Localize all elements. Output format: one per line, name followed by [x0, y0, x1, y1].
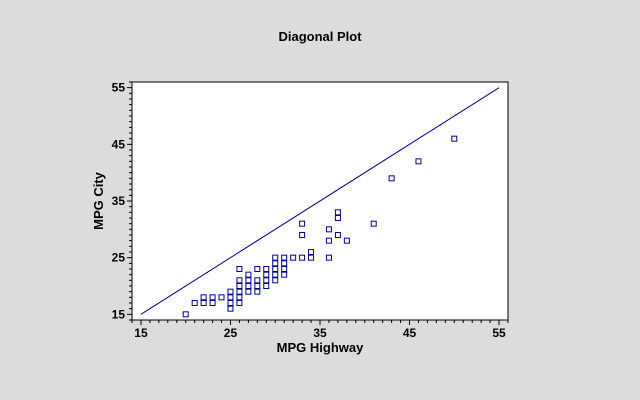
x-tick-label: 35 [313, 326, 327, 340]
y-tick-label: 45 [112, 137, 126, 151]
data-point [236, 288, 243, 295]
x-tick-label: 45 [403, 326, 417, 340]
data-point [227, 294, 234, 301]
data-point [263, 266, 270, 272]
data-point [254, 283, 261, 289]
data-point [263, 277, 270, 284]
data-point [370, 220, 377, 227]
data-point [281, 271, 288, 278]
data-point [415, 158, 422, 165]
data-point [236, 294, 243, 301]
data-points [182, 135, 458, 318]
x-tick-label: 55 [492, 326, 506, 340]
data-point [236, 266, 243, 272]
data-point [308, 254, 315, 261]
data-point [325, 254, 332, 261]
data-point [388, 175, 395, 182]
y-tick-label: 35 [112, 194, 126, 208]
y-axis-label: MPG City [91, 171, 106, 230]
data-point [281, 260, 288, 267]
data-point [245, 271, 252, 278]
data-point [236, 277, 243, 284]
data-point [272, 277, 279, 284]
data-point [281, 266, 288, 272]
y-tick-label: 25 [112, 251, 126, 265]
data-point [272, 266, 279, 272]
data-point [334, 232, 341, 238]
data-point [218, 294, 225, 301]
data-point [299, 232, 306, 238]
x-axis-label: MPG Highway [277, 340, 364, 355]
data-point [343, 237, 350, 244]
data-point [245, 283, 252, 289]
data-point [334, 215, 341, 221]
data-point [254, 277, 261, 284]
data-point [325, 226, 332, 233]
data-point [236, 300, 243, 306]
data-point [245, 288, 252, 295]
y-tick-label: 15 [112, 307, 126, 321]
data-point [191, 300, 198, 306]
data-point [308, 249, 315, 255]
data-point [272, 271, 279, 278]
data-point [290, 254, 297, 261]
diagonal-reference-line [140, 87, 500, 315]
data-point [281, 254, 288, 261]
data-point [227, 288, 234, 295]
data-point [334, 209, 341, 216]
data-point [200, 300, 207, 306]
y-axis: 15 25 35 45 55 [112, 81, 132, 321]
data-point [182, 311, 189, 318]
chart-title: Diagonal Plot [278, 29, 362, 44]
x-axis: 15 25 35 45 55 [131, 320, 509, 340]
data-point [245, 277, 252, 284]
y-tick-label: 55 [112, 81, 126, 95]
x-tick-label: 25 [224, 326, 238, 340]
x-tick-label: 15 [134, 326, 148, 340]
data-point [200, 294, 207, 301]
data-point [272, 254, 279, 261]
data-point [451, 135, 458, 142]
data-point [209, 300, 216, 306]
data-point [236, 283, 243, 289]
data-point [299, 254, 306, 261]
data-point [227, 305, 234, 312]
data-point [272, 260, 279, 267]
data-point [299, 220, 306, 227]
data-point [209, 294, 216, 301]
data-point [263, 283, 270, 289]
data-point [263, 271, 270, 278]
data-point [227, 300, 234, 306]
data-point [325, 237, 332, 244]
data-point [254, 288, 261, 295]
data-point [254, 266, 261, 272]
